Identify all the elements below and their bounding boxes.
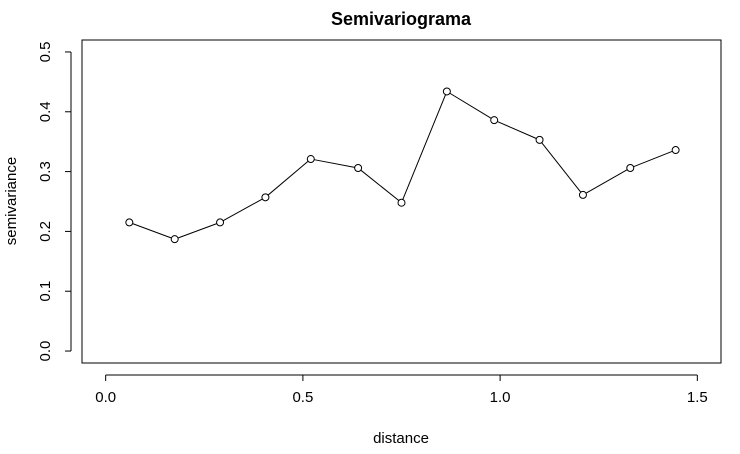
data-point (354, 164, 363, 173)
y-tick-label: 0.0 (37, 341, 54, 362)
data-point (578, 190, 587, 199)
data-point (306, 155, 315, 164)
data-point (626, 164, 635, 173)
y-tick-label: 0.3 (37, 161, 54, 182)
y-axis-label: semivariance (3, 157, 20, 245)
data-point (170, 235, 179, 244)
series-segment (497, 121, 537, 139)
series-segment (449, 92, 492, 119)
series-segment (314, 159, 355, 168)
data-point (535, 135, 544, 144)
x-tick-label: 1.0 (490, 389, 511, 406)
y-tick-label: 0.2 (37, 221, 54, 242)
y-axis: 0.0 0.1 0.2 0.3 0.4 0.5 (37, 42, 72, 362)
data-point (442, 87, 451, 96)
y-tick-label: 0.1 (37, 281, 54, 302)
plot-area-border (81, 39, 722, 364)
series-segment (222, 198, 263, 222)
series-segment (402, 94, 447, 200)
data-point (261, 193, 270, 202)
series-segment (585, 169, 628, 194)
data-point (397, 198, 406, 207)
data-point (125, 218, 134, 227)
series-segment (132, 223, 172, 239)
y-tick-label: 0.5 (37, 42, 54, 63)
y-tick-label: 0.4 (37, 101, 54, 122)
data-point (216, 218, 225, 227)
chart-title: Semivariograma (331, 9, 472, 29)
x-tick-label: 0.5 (292, 389, 313, 406)
series-segment (633, 150, 673, 168)
data-point (671, 146, 680, 155)
series-group (125, 87, 680, 244)
x-tick-label: 0.0 (95, 389, 116, 406)
x-axis: 0.0 0.5 1.0 1.5 (95, 374, 708, 406)
series-segment (541, 142, 582, 193)
data-point (490, 116, 499, 125)
series-segment (177, 223, 217, 239)
x-tick-label: 1.5 (687, 389, 708, 406)
x-axis-label: distance (373, 430, 429, 447)
series-segment (360, 169, 400, 201)
series-segment (267, 160, 309, 196)
